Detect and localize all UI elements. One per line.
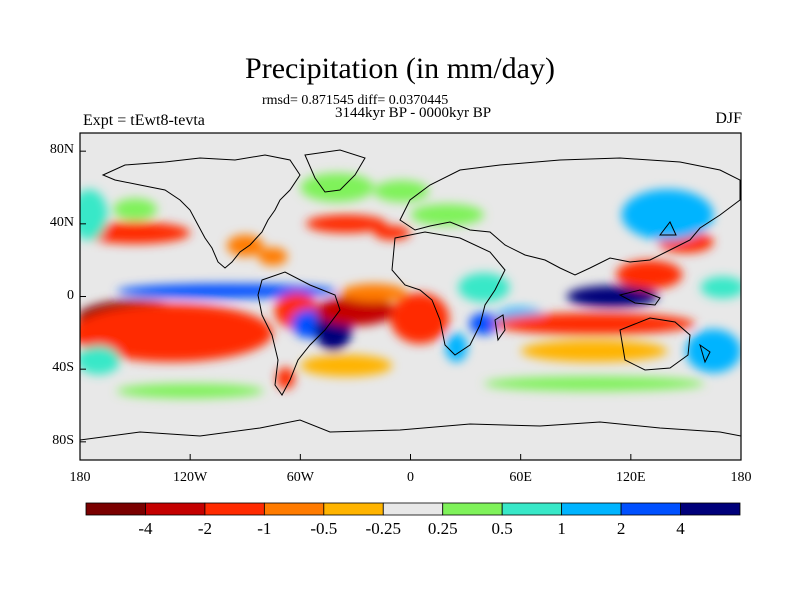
lon-tick-label: 180 <box>69 470 91 485</box>
anomaly-region <box>258 247 288 266</box>
colorbar-swatch <box>323 502 384 516</box>
anomaly-region <box>300 354 393 377</box>
colorbar-label: 2 <box>616 519 626 538</box>
anomaly-fields <box>80 172 741 399</box>
anomaly-region <box>116 383 264 399</box>
colorbar-label: -1 <box>257 519 272 538</box>
anomaly-region <box>616 260 683 290</box>
lat-tick-label: 0 <box>67 287 74 303</box>
anomaly-region <box>340 283 407 302</box>
anomaly-region <box>410 203 484 226</box>
anomaly-region <box>373 180 429 203</box>
season-label: DJF <box>715 110 742 127</box>
experiment-label: Expt = tEwt8-tevta <box>83 112 205 129</box>
colorbar-swatch <box>263 502 325 516</box>
lon-tick-label: 120W <box>173 470 208 485</box>
lat-tick-label: 40S <box>52 360 74 376</box>
anomaly-region <box>458 272 510 302</box>
colorbar-label: 0.5 <box>491 519 513 538</box>
anomaly-region <box>445 332 468 362</box>
anomaly-region <box>315 296 396 326</box>
colorbar-swatch <box>145 502 206 516</box>
time-period: 3144kyr BP - 0000kyr BP <box>334 105 492 121</box>
anomaly-region <box>493 312 696 335</box>
anomaly-region <box>469 312 499 335</box>
colorbar-label: -4 <box>138 519 153 538</box>
anomaly-region <box>226 234 264 257</box>
anomaly-region <box>305 214 387 233</box>
anomaly-region <box>80 303 273 362</box>
colorbar-label: -0.5 <box>310 519 338 538</box>
colorbar-label: -0.25 <box>365 519 401 538</box>
anomaly-region <box>116 283 338 299</box>
anomaly-region <box>276 367 295 390</box>
lat-tick-label: 80N <box>49 142 74 158</box>
colorbar-label: 4 <box>676 519 685 538</box>
lat-tick-label: 40N <box>49 214 74 230</box>
colorbar-swatch <box>382 502 444 516</box>
colorbar-swatch <box>85 502 146 516</box>
colorbar-swatch <box>620 502 681 516</box>
colorbar-swatch <box>442 502 503 516</box>
anomaly-region <box>390 292 450 344</box>
colorbar-swatch <box>680 502 741 516</box>
anomaly-region <box>80 189 108 241</box>
lon-tick-label: 60W <box>286 470 314 485</box>
coastlines <box>80 149 741 441</box>
rmsd-stats: rmsd= 0.871545 diff= 0.0370445 <box>262 93 449 108</box>
anomaly-region <box>621 189 714 241</box>
colorbar-swatch <box>501 502 563 516</box>
anomaly-region <box>300 172 374 203</box>
lat-tick-label: 80S <box>52 432 74 448</box>
colorbar-swatch <box>561 502 622 516</box>
anomaly-region <box>80 345 121 375</box>
anomaly-region <box>520 340 668 362</box>
colorbar-swatch <box>204 502 265 516</box>
axis-ticks <box>79 150 742 460</box>
colorbar-label: 0.25 <box>427 519 458 538</box>
anomaly-region <box>483 376 705 391</box>
lon-tick-label: 60E <box>509 470 532 485</box>
map-title: Precipitation (in mm/day) <box>245 52 555 85</box>
colorbar <box>85 502 741 516</box>
lon-tick-label: 120E <box>616 470 646 485</box>
anomaly-region <box>113 198 158 221</box>
anomaly-region <box>80 222 191 244</box>
anomaly-region <box>700 276 741 299</box>
lon-tick-label: 180 <box>730 470 752 485</box>
anomaly-region <box>373 225 411 241</box>
colorbar-label: -2 <box>197 519 212 538</box>
colorbar-label: 1 <box>557 519 566 538</box>
lon-tick-label: 0 <box>407 470 414 485</box>
anomaly-region <box>685 329 741 373</box>
